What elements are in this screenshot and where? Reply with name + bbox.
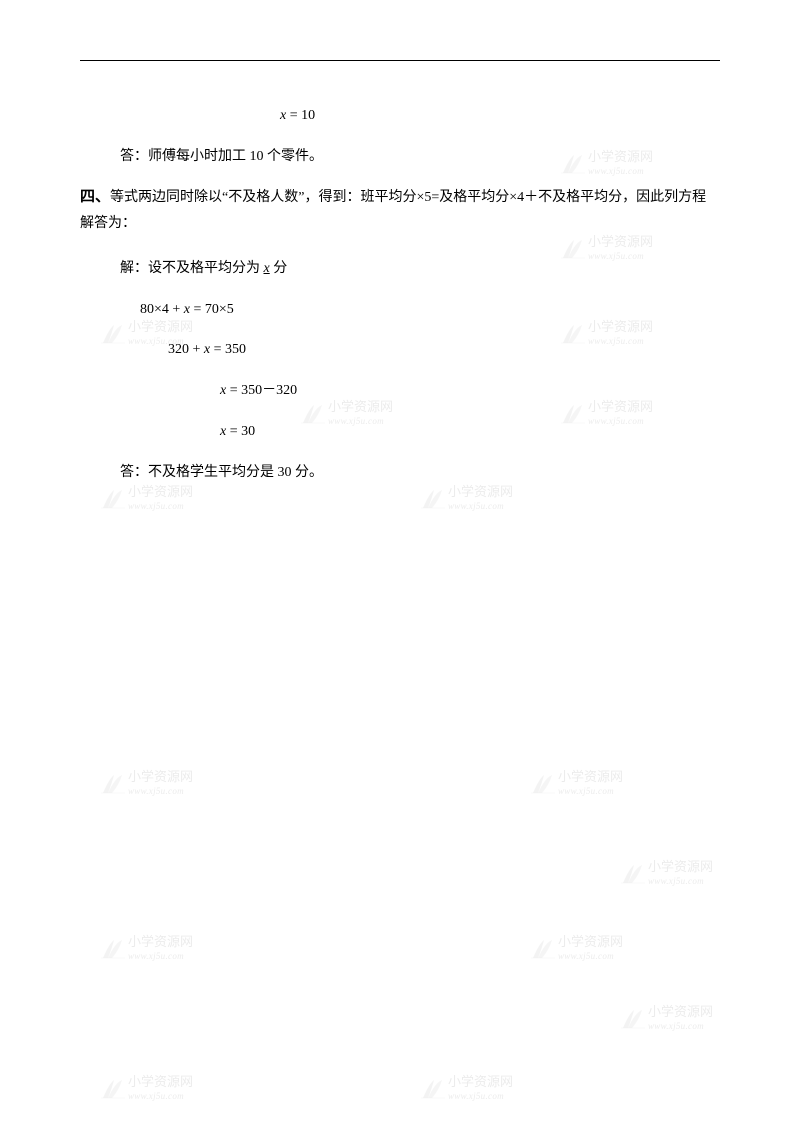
equation-line-4: x = 30	[80, 417, 720, 448]
watermark: 小学资源网 www.xj5u.com	[420, 1075, 513, 1102]
watermark-cn: 小学资源网	[648, 1004, 713, 1019]
leaf-icon	[100, 773, 126, 795]
watermark: 小学资源网 www.xj5u.com	[620, 860, 713, 887]
watermark-cn: 小学资源网	[128, 934, 193, 949]
leaf-icon	[100, 938, 126, 960]
watermark: 小学资源网 www.xj5u.com	[100, 1075, 193, 1102]
leaf-icon	[530, 938, 556, 960]
problem-four-text: 等式两边同时除以“不及格人数”，得到：班平均分×5=及格平均分×4＋不及格平均分…	[80, 190, 706, 232]
watermark-cn: 小学资源网	[558, 769, 623, 784]
watermark: 小学资源网www.xj5u.com	[100, 485, 193, 512]
watermark: 小学资源网 www.xj5u.com	[100, 770, 193, 797]
watermark: 小学资源网www.xj5u.com	[420, 485, 513, 512]
watermark-url: www.xj5u.com	[558, 951, 614, 961]
leaf-icon	[420, 1078, 446, 1100]
setup-line: 解：设不及格平均分为 x 分	[80, 254, 720, 285]
watermark-url: www.xj5u.com	[648, 1021, 704, 1031]
leaf-icon	[420, 488, 446, 510]
watermark-url: www.xj5u.com	[448, 501, 504, 511]
equation-line-0: x = 10	[80, 101, 720, 132]
watermark-cn: 小学资源网	[648, 859, 713, 874]
watermark-url: www.xj5u.com	[128, 501, 184, 511]
equation-line-2: 320 + x = 350	[80, 335, 720, 366]
watermark-url: www.xj5u.com	[648, 876, 704, 886]
watermark-cn: 小学资源网	[448, 1074, 513, 1089]
leaf-icon	[100, 488, 126, 510]
watermark-url: www.xj5u.com	[128, 951, 184, 961]
watermark-cn: 小学资源网	[558, 934, 623, 949]
watermark-cn: 小学资源网	[128, 769, 193, 784]
watermark: 小学资源网 www.xj5u.com	[620, 1005, 713, 1032]
watermark-url: www.xj5u.com	[128, 1091, 184, 1101]
answer-line-2: 答：不及格学生平均分是 30 分。	[80, 458, 720, 489]
answer-line-1: 答：师傅每小时加工 10 个零件。	[80, 142, 720, 173]
equation-line-1: 80×4 + x = 70×5	[80, 295, 720, 326]
leaf-icon	[530, 773, 556, 795]
problem-four: 四、等式两边同时除以“不及格人数”，得到：班平均分×5=及格平均分×4＋不及格平…	[80, 183, 720, 238]
watermark: 小学资源网 www.xj5u.com	[530, 935, 623, 962]
watermark-cn: 小学资源网	[128, 1074, 193, 1089]
top-rule	[80, 60, 720, 61]
leaf-icon	[620, 863, 646, 885]
section-marker-four: 四、	[80, 188, 110, 205]
equation-line-3: x = 350－320	[80, 376, 720, 407]
document-page: x = 10 答：师傅每小时加工 10 个零件。 四、等式两边同时除以“不及格人…	[0, 0, 800, 1132]
leaf-icon	[100, 1078, 126, 1100]
watermark-url: www.xj5u.com	[448, 1091, 504, 1101]
watermark: 小学资源网 www.xj5u.com	[530, 770, 623, 797]
watermark-url: www.xj5u.com	[558, 786, 614, 796]
leaf-icon	[620, 1008, 646, 1030]
watermark: 小学资源网 www.xj5u.com	[100, 935, 193, 962]
watermark-url: www.xj5u.com	[128, 786, 184, 796]
